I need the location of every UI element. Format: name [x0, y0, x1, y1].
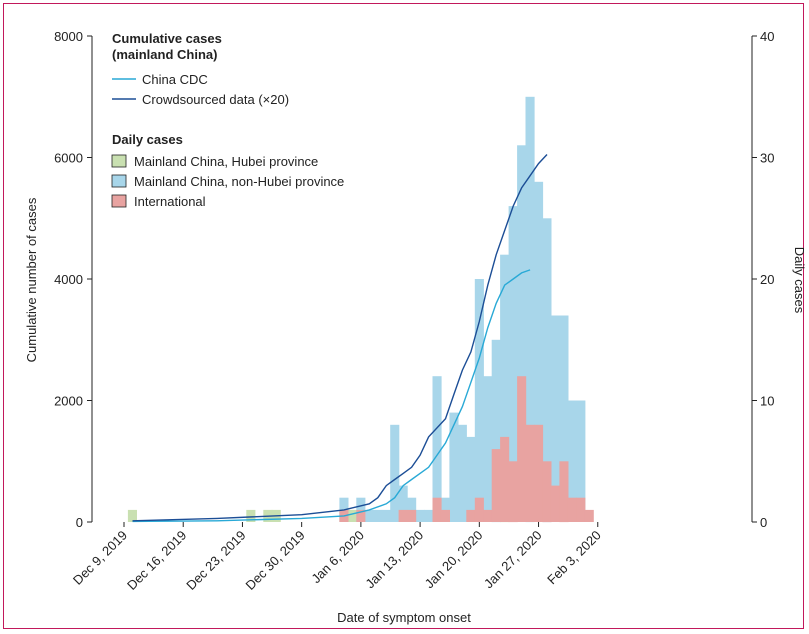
bar	[457, 424, 467, 522]
x-tick-label: Feb 3, 2020	[544, 528, 604, 588]
line-series-1	[132, 154, 548, 522]
bars-layer	[127, 96, 594, 523]
y-axis-right-title: Daily cases	[792, 247, 807, 314]
x-tick-label: Dec 16, 2019	[124, 528, 189, 593]
y-tick-label-left: 2000	[54, 394, 83, 409]
y-tick-label-right: 0	[760, 515, 767, 530]
bar	[559, 461, 569, 523]
legend-title-daily: Daily cases	[112, 132, 183, 147]
bar	[576, 400, 586, 522]
bar	[347, 509, 357, 522]
legend-bar-swatch	[111, 174, 127, 188]
bar	[474, 279, 484, 522]
line-series-0	[132, 269, 531, 523]
bar	[381, 509, 391, 522]
bar	[491, 449, 501, 522]
bar	[567, 400, 577, 522]
y-axis-left-title: Cumulative number of cases	[24, 197, 39, 362]
bar	[483, 509, 493, 522]
x-tick-label: Dec 9, 2019	[70, 528, 130, 588]
bar	[407, 497, 417, 522]
bar	[584, 509, 594, 522]
legend-bar-label: Mainland China, Hubei province	[134, 154, 318, 169]
bar	[466, 436, 476, 522]
bar	[398, 509, 408, 522]
bar-series-2	[339, 376, 594, 523]
legend-bar-swatch	[111, 194, 127, 208]
bar	[246, 509, 256, 522]
bar	[534, 424, 544, 522]
legend-title-cumulative: (mainland China)	[112, 47, 217, 62]
figure-frame	[3, 3, 804, 629]
legend-bar-label: Mainland China, non-Hubei province	[134, 174, 344, 189]
bar	[567, 497, 577, 522]
bar	[550, 485, 560, 522]
y-tick-label-right: 30	[760, 151, 774, 166]
bar	[508, 461, 518, 523]
bar	[424, 509, 434, 522]
bar	[415, 509, 425, 522]
y-tick-label-right: 40	[760, 29, 774, 44]
bar	[373, 509, 383, 522]
bar	[500, 254, 510, 522]
bar	[517, 376, 527, 522]
bar	[356, 509, 366, 522]
bar	[517, 145, 527, 523]
bar	[449, 412, 459, 522]
bar	[356, 497, 366, 522]
bar	[432, 376, 442, 522]
legend-title-cumulative: Cumulative cases	[112, 31, 222, 46]
bar	[127, 509, 137, 522]
bar	[432, 497, 442, 522]
bar	[525, 424, 535, 522]
x-tick-label: Jan 13, 2020	[362, 528, 426, 592]
y-tick-label-left: 0	[76, 515, 83, 530]
y-tick-label-left: 8000	[54, 29, 83, 44]
bar	[440, 497, 450, 522]
x-tick-label: Dec 30, 2019	[242, 528, 307, 593]
bar	[542, 461, 552, 523]
bar	[508, 206, 518, 522]
legend: Cumulative cases(mainland China) China CD…	[111, 31, 344, 209]
x-tick-label: Jan 6, 2020	[308, 528, 367, 587]
bar	[364, 509, 374, 522]
bar	[466, 509, 476, 522]
bar	[407, 509, 417, 522]
bar	[500, 436, 510, 522]
bar	[576, 497, 586, 522]
lines-layer	[132, 154, 548, 523]
y-tick-label-left: 6000	[54, 151, 83, 166]
bar	[559, 315, 569, 522]
x-tick-label: Dec 23, 2019	[183, 528, 248, 593]
bar	[534, 181, 544, 523]
x-tick-label: Jan 20, 2020	[422, 528, 486, 592]
bar	[390, 424, 400, 522]
bar	[550, 315, 560, 522]
bar	[474, 497, 484, 522]
x-axis-title: Date of symptom onset	[337, 610, 471, 625]
legend-line-label: Crowdsourced data (×20)	[142, 92, 289, 107]
bar	[483, 376, 493, 522]
bar	[525, 96, 535, 523]
legend-line-label: China CDC	[142, 72, 208, 87]
y-tick-label-left: 4000	[54, 272, 83, 287]
y-tick-label-right: 20	[760, 272, 774, 287]
bar	[542, 218, 552, 523]
legend-bar-label: International	[134, 194, 206, 209]
y-tick-label-right: 10	[760, 394, 774, 409]
bar	[398, 485, 408, 522]
legend-bar-swatch	[111, 154, 127, 168]
bar	[491, 339, 501, 523]
bar	[440, 509, 450, 522]
bar-series-1	[339, 96, 586, 523]
x-tick-label: Jan 27, 2020	[481, 528, 545, 592]
